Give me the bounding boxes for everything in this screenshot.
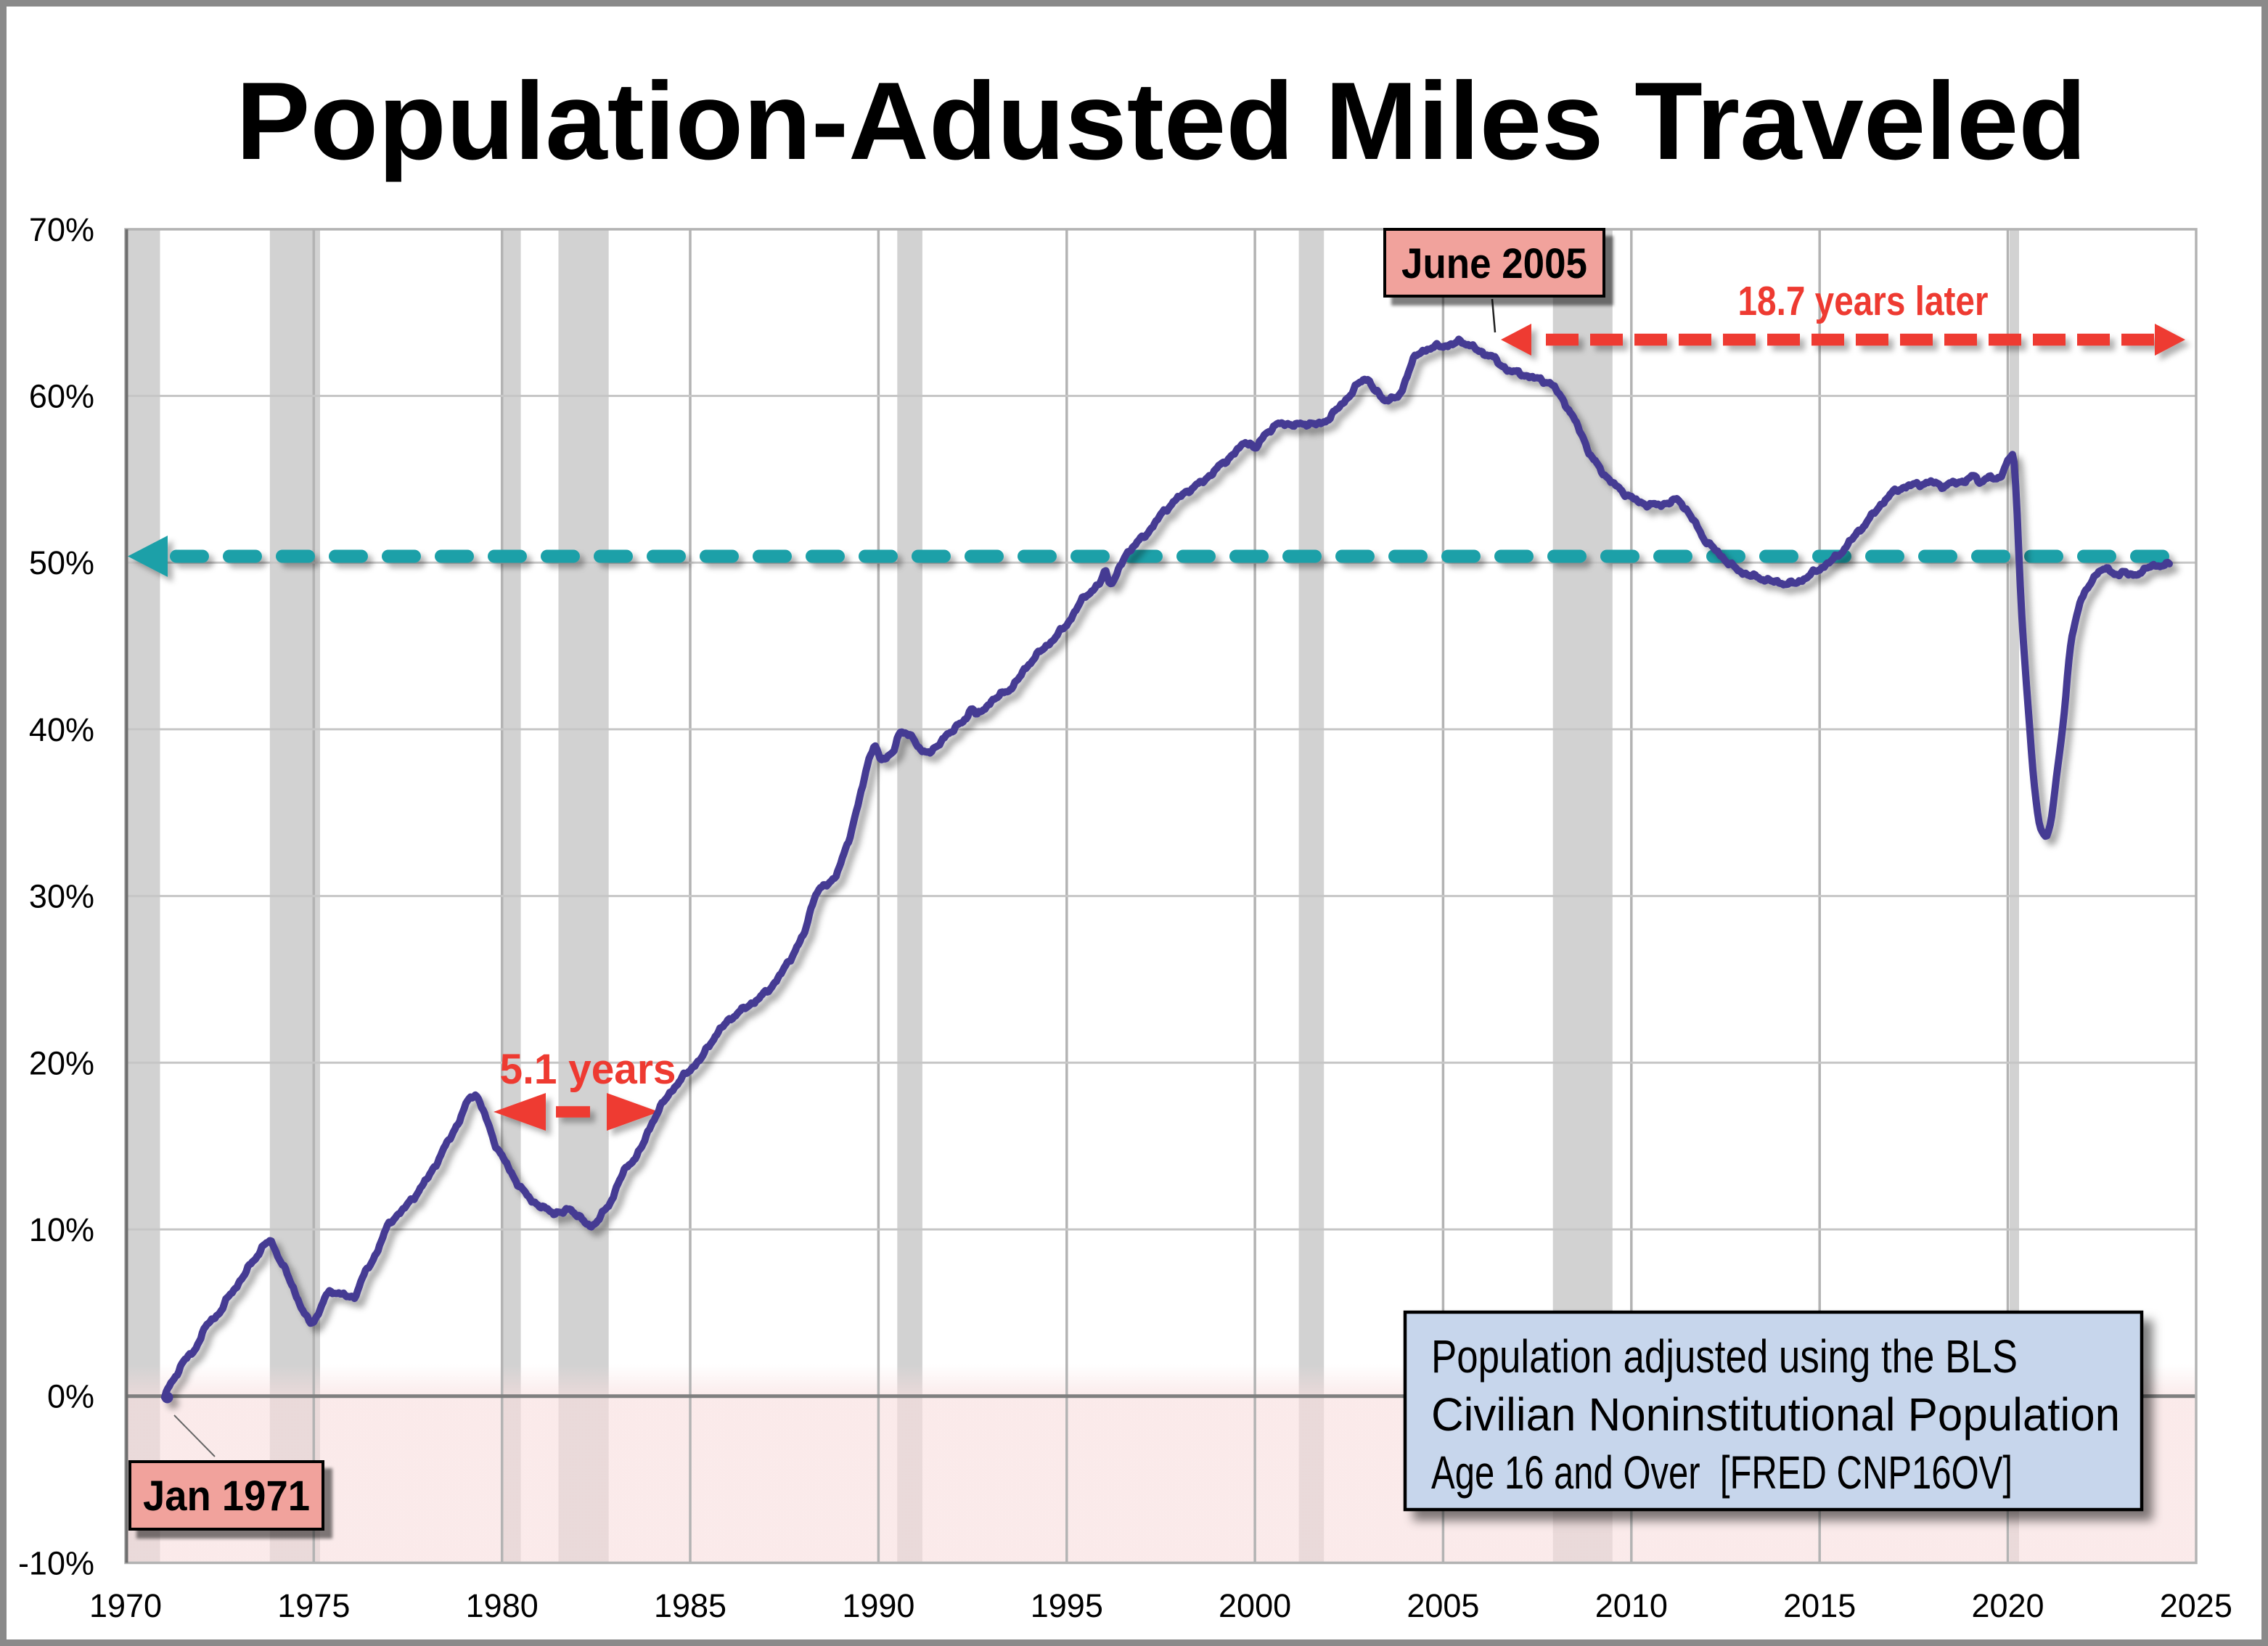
svg-text:1985: 1985	[654, 1587, 726, 1624]
svg-text:2010: 2010	[1595, 1587, 1668, 1624]
svg-text:1995: 1995	[1031, 1587, 1103, 1624]
svg-text:60%: 60%	[29, 378, 94, 415]
svg-text:1980: 1980	[466, 1587, 539, 1624]
svg-text:10%: 10%	[29, 1211, 94, 1248]
svg-text:Population-Adusted Miles Trave: Population-Adusted Miles Traveled	[236, 60, 2087, 183]
svg-text:1970: 1970	[89, 1587, 162, 1624]
svg-text:20%: 20%	[29, 1044, 94, 1081]
svg-text:5.1 years: 5.1 years	[500, 1046, 676, 1093]
svg-text:70%: 70%	[29, 211, 94, 248]
svg-text:2025: 2025	[2160, 1587, 2232, 1624]
svg-text:50%: 50%	[29, 544, 94, 581]
svg-text:June 2005: June 2005	[1401, 240, 1587, 287]
svg-text:2005: 2005	[1407, 1587, 1479, 1624]
svg-text:Civilian Noninstitutional Popu: Civilian Noninstitutional Population	[1431, 1388, 2120, 1441]
svg-text:Age 16 and Over [FRED CNP16OV: Age 16 and Over [FRED CNP16OV]	[1431, 1446, 2013, 1499]
svg-text:1990: 1990	[842, 1587, 914, 1624]
svg-text:Population adjusted using the: Population adjusted using the BLS	[1431, 1330, 2018, 1383]
svg-text:Jan 1971: Jan 1971	[143, 1473, 310, 1520]
svg-text:0%: 0%	[47, 1378, 94, 1415]
svg-text:30%: 30%	[29, 878, 94, 915]
svg-text:2020: 2020	[1971, 1587, 2044, 1624]
svg-text:18.7 years later: 18.7 years later	[1738, 278, 1989, 324]
svg-text:2000: 2000	[1219, 1587, 1291, 1624]
svg-text:2015: 2015	[1783, 1587, 1856, 1624]
svg-text:-10%: -10%	[18, 1544, 94, 1581]
svg-text:1975: 1975	[277, 1587, 350, 1624]
svg-text:40%: 40%	[29, 711, 94, 748]
